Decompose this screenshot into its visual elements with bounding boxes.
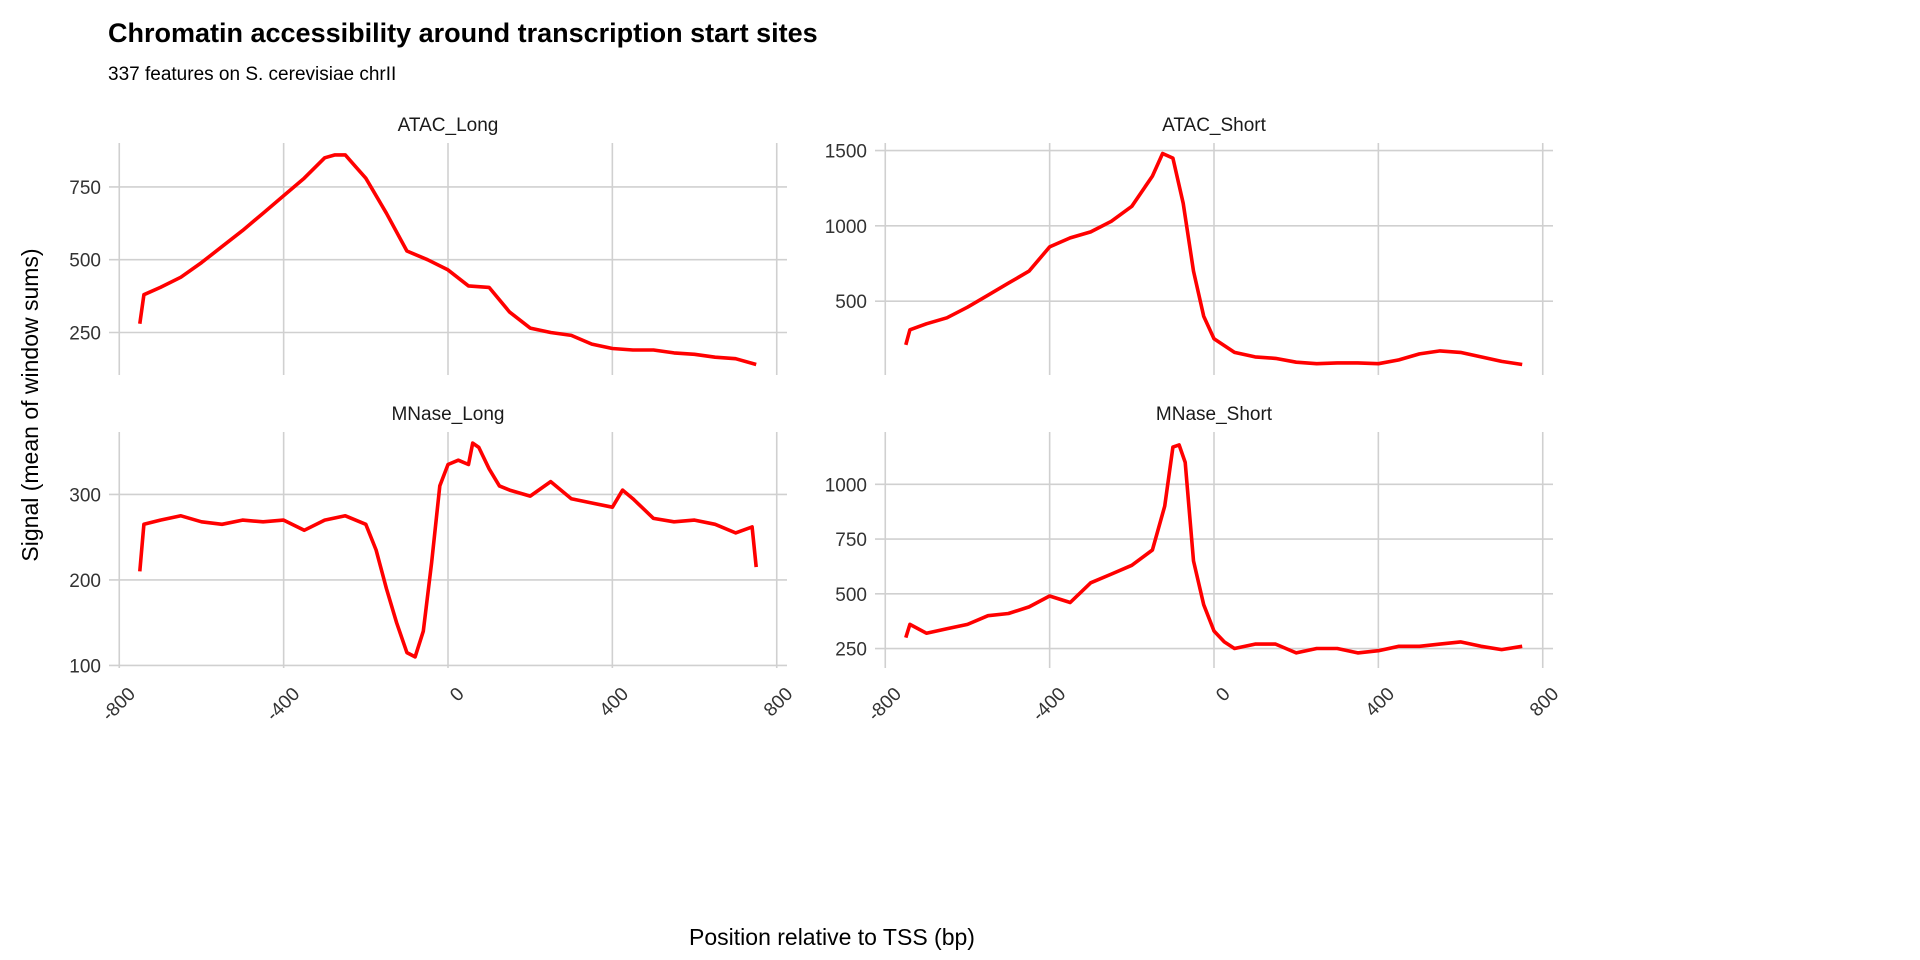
y-tick-label: 500 (69, 251, 101, 272)
x-tick-label: 400 (1362, 684, 1399, 721)
x-tick-label: 800 (760, 684, 797, 721)
x-tick-label: -800 (864, 684, 906, 726)
x-tick-label: -400 (262, 684, 304, 726)
series-line-MNase_Long (138, 441, 758, 659)
chart-title: Chromatin accessibility around transcrip… (108, 18, 818, 48)
y-tick-label: 750 (69, 178, 101, 199)
series-line-ATAC_Short (904, 151, 1523, 367)
x-tick-label: -400 (1028, 684, 1070, 726)
y-axis-title: Signal (mean of window sums) (17, 248, 43, 561)
y-tick-label: 1000 (825, 475, 867, 496)
series-line-ATAC_Long (138, 153, 757, 367)
x-tick-label: 0 (446, 684, 468, 706)
y-tick-label: 300 (69, 485, 101, 506)
y-tick-label: 1500 (825, 142, 867, 163)
facet-strip-label: MNase_Long (391, 404, 504, 425)
chart-subtitle: 337 features on S. cerevisiae chrII (108, 64, 396, 85)
x-tick-label: 400 (596, 684, 633, 721)
y-tick-label: 250 (835, 640, 867, 661)
facet-strip-label: ATAC_Short (1162, 115, 1267, 136)
series-line-MNase_Short (904, 443, 1523, 655)
y-tick-label: 1000 (825, 217, 867, 238)
x-tick-label: 800 (1526, 684, 1563, 721)
facet-panel-ATAC_Long: 250 500 750 ATAC_Long (69, 115, 787, 375)
facet-panel-MNase_Long: 100 200 300 -800 -400 0 400 800 MNase_Long (69, 404, 797, 725)
y-tick-label: 250 (69, 324, 101, 345)
x-tick-label: 0 (1212, 684, 1234, 706)
facet-strip-label: ATAC_Long (398, 115, 499, 136)
y-tick-label: 750 (835, 530, 867, 551)
facet-strip-label: MNase_Short (1156, 404, 1273, 425)
x-tick-label: -800 (98, 684, 140, 726)
x-axis-title: Position relative to TSS (bp) (689, 924, 975, 950)
facet-panel-MNase_Short: 250 500 750 1000 -800 -400 0 400 800 MNase_Short (825, 404, 1564, 725)
y-tick-label: 200 (69, 571, 101, 592)
y-tick-label: 500 (835, 292, 867, 313)
y-tick-label: 100 (69, 656, 101, 677)
facet-panel-ATAC_Short: 500 1000 1500 ATAC_Short (825, 115, 1553, 375)
y-tick-label: 500 (835, 585, 867, 606)
